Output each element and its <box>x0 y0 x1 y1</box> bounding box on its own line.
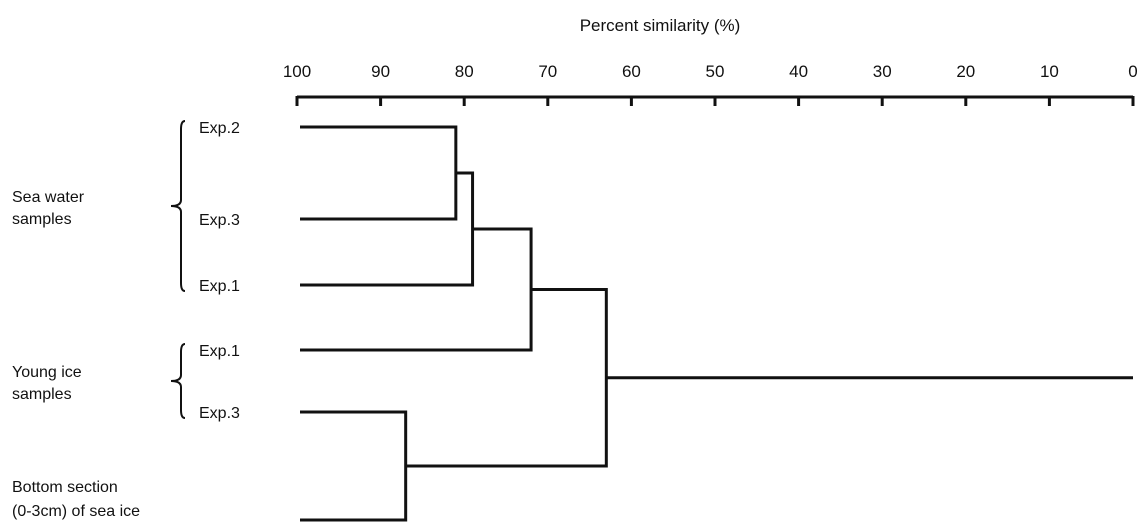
group-labels: Sea water samples Young ice samples Bottom s… <box>12 120 186 520</box>
group-label: Bottom section <box>12 479 118 496</box>
x-tick-label: 90 <box>371 62 390 81</box>
leaf-label: Exp.1 <box>199 343 240 360</box>
x-tick-label: 60 <box>622 62 641 81</box>
x-tick-label: 70 <box>538 62 557 81</box>
x-tick-label: 40 <box>789 62 808 81</box>
leaf-label: Exp.3 <box>199 405 240 422</box>
x-tick-label: 0 <box>1128 62 1137 81</box>
group-label: samples <box>12 386 72 403</box>
group-label: (0-3cm) of sea ice <box>12 503 140 520</box>
group-label: Sea water <box>12 189 85 206</box>
leaf-label: Exp.2 <box>199 120 240 137</box>
x-axis: 100 90 80 70 60 50 40 30 20 10 0 <box>283 62 1137 106</box>
x-axis-title: Percent similarity (%) <box>580 16 741 35</box>
x-tick-label: 30 <box>873 62 892 81</box>
x-tick-label: 20 <box>956 62 975 81</box>
x-tick-label: 100 <box>283 62 311 81</box>
group-label: Young ice <box>12 364 82 381</box>
dendrogram-tree <box>300 125 1133 522</box>
group-brace <box>170 343 186 419</box>
x-tick-label: 50 <box>706 62 725 81</box>
leaf-label: Exp.1 <box>199 278 240 295</box>
x-tick-label: 80 <box>455 62 474 81</box>
leaf-labels: Exp.2 Exp.3 Exp.1 Exp.1 Exp.3 <box>199 120 240 422</box>
group-brace <box>170 120 186 292</box>
group-label: samples <box>12 211 72 228</box>
x-tick-label: 10 <box>1040 62 1059 81</box>
leaf-label: Exp.3 <box>199 212 240 229</box>
